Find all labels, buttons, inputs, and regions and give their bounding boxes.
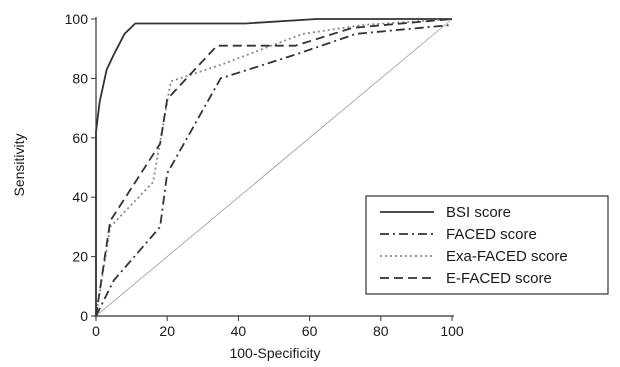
x-tick-label: 0 <box>92 323 100 339</box>
x-tick-label: 60 <box>302 323 318 339</box>
y-tick-label: 80 <box>72 70 88 86</box>
legend-label: BSI score <box>446 204 511 221</box>
legend-label: FACED score <box>446 226 537 243</box>
y-tick-label: 60 <box>72 130 88 146</box>
legend-label: Exa-FACED score <box>446 248 568 265</box>
series-line-exa-faced-score <box>95 18 453 317</box>
reference-diagonal-line <box>95 18 453 317</box>
series-line-e-faced-score <box>95 18 453 317</box>
y-axis-title: Sensitivity <box>11 133 27 196</box>
axis-titles: 100-Specificity Sensitivity <box>11 133 321 361</box>
axes-layer: 0 20 40 60 80 100 0 20 40 60 80 100 <box>65 11 464 339</box>
x-axis-title: 100-Specificity <box>229 345 320 361</box>
x-tick-label: 20 <box>159 323 175 339</box>
x-tick-label: 80 <box>373 323 389 339</box>
legend: BSI score FACED score Exa-FACED score E-FAC… <box>365 195 609 295</box>
y-tick-label: 20 <box>72 249 88 265</box>
series-line-bsi-score <box>95 18 452 316</box>
y-tick-label: 40 <box>72 189 88 205</box>
reference-layer <box>95 18 453 317</box>
legend-label: E-FACED score <box>446 270 552 287</box>
series-line-faced-score <box>95 24 453 317</box>
x-tick-label: 100 <box>440 323 464 339</box>
series-layer <box>95 18 453 317</box>
y-tick-label: 0 <box>80 308 88 324</box>
y-tick-label: 100 <box>65 11 89 27</box>
x-tick-label: 40 <box>231 323 247 339</box>
